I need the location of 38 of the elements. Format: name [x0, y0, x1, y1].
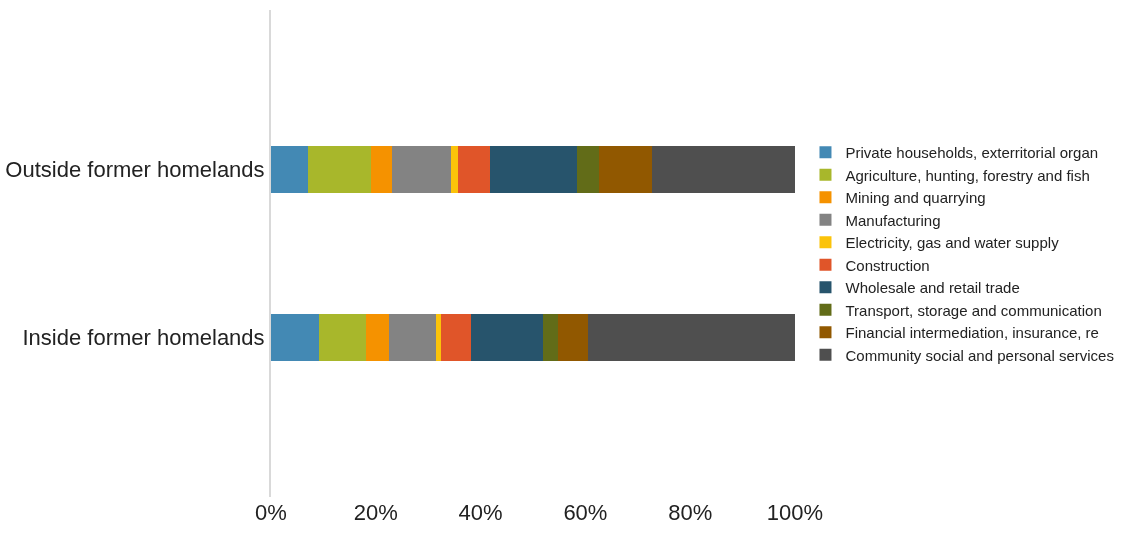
bar [470, 313, 543, 361]
x-tick-label: 0% [255, 500, 287, 525]
y-tick-label: Outside former homelands [5, 157, 265, 183]
legend-label: Private households, exterritorial organ [845, 144, 1099, 162]
bar [651, 146, 795, 194]
y-tick-label: Inside former homelands [22, 325, 265, 351]
legend-label: Construction [845, 256, 930, 274]
bar [598, 146, 652, 194]
legend-label: Transport, storage and communication [845, 301, 1102, 319]
bar [365, 313, 390, 361]
bar [318, 313, 366, 361]
x-tick-label: 60% [563, 500, 608, 525]
bar [451, 146, 459, 194]
x-tick-label: 100% [766, 500, 824, 525]
bar [371, 146, 392, 194]
bar [391, 146, 452, 194]
bar [587, 313, 795, 361]
legend-label: Community social and personal services [845, 346, 1114, 364]
x-tick-label: 80% [668, 500, 713, 525]
bar [308, 146, 372, 194]
legend-label: Financial intermediation, insurance, re [845, 324, 1099, 342]
bar [458, 146, 490, 194]
legend-label: Manufacturing [845, 211, 941, 229]
bar [557, 313, 588, 361]
legend-label: Agriculture, hunting, forestry and fish [845, 166, 1090, 184]
bar [271, 146, 309, 194]
bar [542, 313, 558, 361]
x-tick-label: 40% [458, 500, 503, 525]
x-tick-label: 20% [353, 500, 398, 525]
legend-label: Mining and quarrying [845, 189, 986, 207]
bar [271, 313, 319, 361]
legend-label: Wholesale and retail trade [845, 279, 1020, 297]
bar [577, 146, 599, 194]
bar [435, 313, 441, 361]
legend-label: Electricity, gas and water supply [845, 234, 1060, 252]
bar [389, 313, 436, 361]
bar [489, 146, 578, 194]
bar [440, 313, 471, 361]
